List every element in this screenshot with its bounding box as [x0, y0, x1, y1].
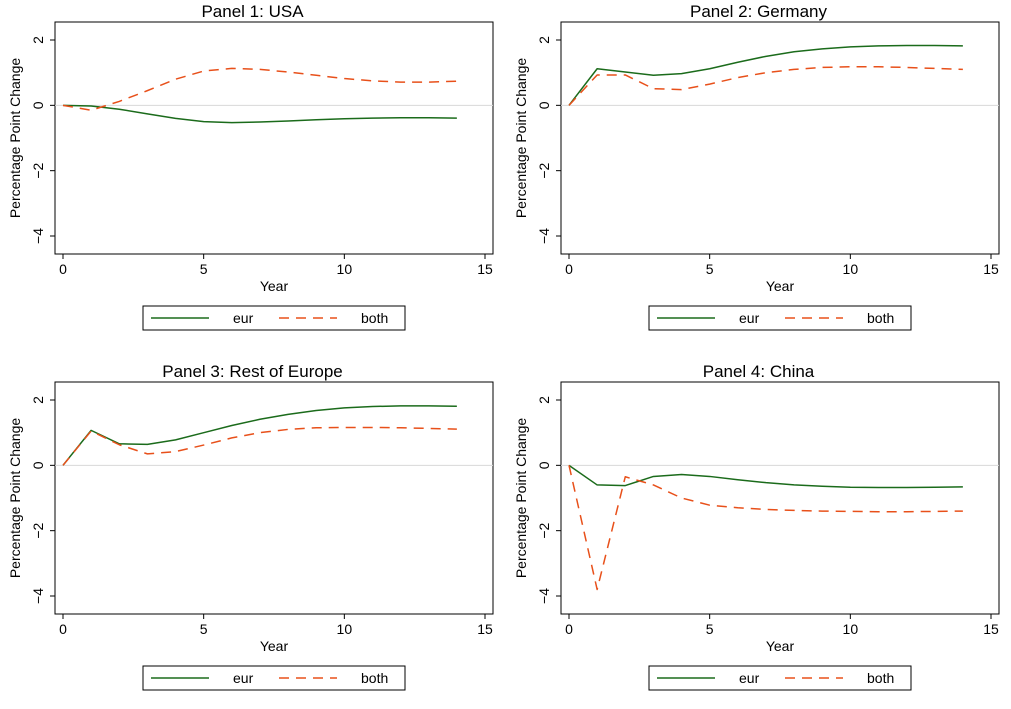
x-tick-label: 10	[337, 621, 353, 637]
x-axis-title: Year	[766, 278, 795, 294]
x-tick-label: 5	[200, 261, 208, 277]
y-tick-label: −4	[536, 228, 552, 244]
series-line-eur	[569, 465, 963, 487]
y-tick-label: −2	[30, 522, 46, 538]
legend-label-both: both	[361, 310, 388, 326]
legend-label-eur: eur	[233, 670, 254, 686]
x-tick-label: 15	[983, 261, 999, 277]
y-tick-label: −4	[536, 588, 552, 604]
x-tick-label: 15	[983, 621, 999, 637]
y-tick-label: −2	[536, 522, 552, 538]
y-tick-label: −4	[30, 228, 46, 244]
legend: eur both	[143, 666, 405, 690]
x-tick-label: 10	[843, 261, 859, 277]
x-tick-label: 5	[200, 621, 208, 637]
series-line-eur	[63, 406, 457, 465]
y-tick-label: 0	[30, 461, 46, 469]
chart-china: −4 −2 0 2 0 5 10 15 Year Percentage Point Change e…	[506, 360, 1011, 698]
y-tick-label: −2	[30, 162, 46, 178]
y-tick-label: 2	[30, 36, 46, 44]
legend-label-eur: eur	[739, 670, 760, 686]
series-line-both	[63, 68, 457, 110]
series-line-both	[63, 427, 457, 465]
legend: eur both	[649, 306, 911, 330]
legend: eur both	[143, 306, 405, 330]
x-tick-label: 15	[477, 621, 493, 637]
x-tick-label: 10	[843, 621, 859, 637]
y-axis-title: Percentage Point Change	[7, 58, 23, 219]
legend-label-both: both	[867, 670, 894, 686]
y-tick-label: 0	[536, 461, 552, 469]
y-tick-label: 2	[30, 396, 46, 404]
x-tick-label: 0	[59, 621, 67, 637]
legend-label-eur: eur	[739, 310, 760, 326]
legend: eur both	[649, 666, 911, 690]
x-tick-label: 0	[59, 261, 67, 277]
chart-usa: −4 −2 0 2 0 5 10 15 Year Percentage Point Change e…	[0, 0, 505, 349]
chart-rest-of-europe: −4 −2 0 2 0 5 10 15 Year Percentage Point Change e…	[0, 360, 505, 698]
x-axis-title: Year	[766, 638, 795, 654]
x-axis-title: Year	[260, 278, 289, 294]
plot-frame	[561, 382, 999, 614]
x-tick-label: 0	[565, 621, 573, 637]
y-axis-title: Percentage Point Change	[513, 58, 529, 219]
chart-germany: −4 −2 0 2 0 5 10 15 Year Percentage Point Change e…	[506, 0, 1011, 349]
x-tick-label: 15	[477, 261, 493, 277]
x-tick-label: 0	[565, 261, 573, 277]
legend-label-both: both	[361, 670, 388, 686]
y-axis-title: Percentage Point Change	[7, 418, 23, 579]
series-line-eur	[63, 105, 457, 122]
series-line-eur	[569, 46, 963, 106]
y-tick-label: 2	[536, 36, 552, 44]
x-tick-label: 5	[706, 261, 714, 277]
x-tick-label: 10	[337, 261, 353, 277]
y-tick-label: −2	[536, 162, 552, 178]
plot-frame	[561, 22, 999, 254]
y-tick-label: 0	[30, 101, 46, 109]
x-axis-title: Year	[260, 638, 289, 654]
plot-frame	[55, 22, 493, 254]
y-tick-label: 0	[536, 101, 552, 109]
y-tick-label: 2	[536, 396, 552, 404]
legend-label-both: both	[867, 310, 894, 326]
x-tick-label: 5	[706, 621, 714, 637]
legend-label-eur: eur	[233, 310, 254, 326]
y-tick-label: −4	[30, 588, 46, 604]
y-axis-title: Percentage Point Change	[513, 418, 529, 579]
